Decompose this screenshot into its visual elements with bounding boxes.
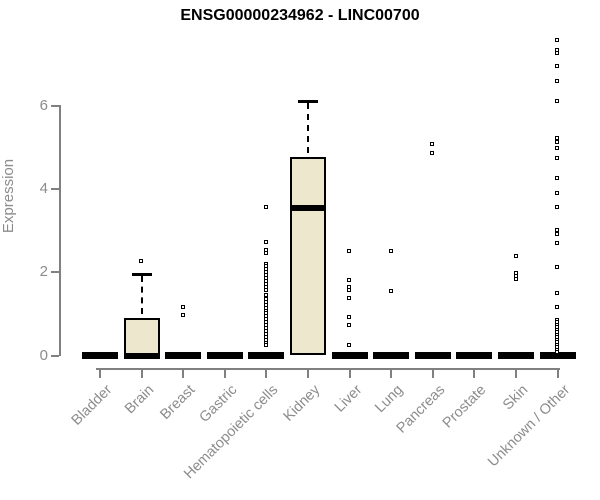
- outlier-point: [555, 305, 560, 310]
- outlier-point: [263, 251, 268, 256]
- outlier-point: [347, 295, 352, 300]
- x-axis-tick: [515, 368, 517, 378]
- x-axis-tick: [431, 368, 434, 378]
- outlier-point: [347, 343, 352, 348]
- box: [123, 317, 160, 356]
- x-axis-tick: [348, 368, 351, 378]
- outlier-point: [555, 78, 560, 83]
- outlier-point: [555, 240, 560, 245]
- median-line: [498, 352, 534, 359]
- x-axis-tick: [223, 368, 226, 378]
- outlier-point: [555, 155, 560, 160]
- outlier-point: [388, 249, 393, 254]
- outlier-point: [513, 253, 518, 258]
- median-line: [456, 352, 493, 359]
- outlier-point: [388, 288, 393, 293]
- y-tick-label: 0: [39, 346, 48, 364]
- outlier-point: [347, 323, 352, 328]
- median-line: [539, 352, 576, 359]
- outlier-point: [430, 151, 435, 156]
- outlier-point: [347, 287, 352, 292]
- median-line: [82, 352, 118, 359]
- x-axis-tick: [140, 368, 143, 378]
- x-axis-tick: [390, 368, 393, 378]
- whisker: [307, 103, 309, 153]
- outlier-point: [555, 50, 560, 55]
- median-line: [248, 352, 285, 359]
- x-axis-tick: [307, 368, 309, 378]
- outlier-point: [555, 290, 560, 295]
- median-line: [331, 352, 368, 359]
- x-axis-tick: [473, 368, 476, 378]
- y-axis-tick: [51, 188, 59, 191]
- outlier-point: [555, 205, 560, 210]
- whisker-cap: [298, 100, 318, 104]
- outlier-point: [513, 277, 518, 282]
- y-axis-tick: [51, 271, 59, 274]
- outlier-point: [263, 205, 268, 210]
- y-tick-label: 6: [39, 97, 48, 115]
- outlier-point: [555, 64, 560, 69]
- chart-title: ENSG00000234962 - LINC00700: [180, 7, 420, 24]
- whisker: [140, 276, 143, 314]
- whisker-cap: [131, 273, 152, 277]
- x-axis-tick: [556, 368, 559, 378]
- outlier-point: [347, 248, 352, 253]
- outlier-point: [430, 141, 435, 146]
- y-axis-tick: [51, 105, 59, 108]
- outlier-point: [555, 350, 560, 355]
- median-line: [414, 352, 451, 359]
- x-axis-tick: [99, 368, 101, 378]
- outlier-point: [555, 146, 560, 151]
- outlier-point: [263, 343, 268, 348]
- outlier-point: [555, 227, 560, 232]
- y-axis-tick: [51, 354, 59, 357]
- outlier-point: [555, 176, 560, 181]
- median-line: [165, 352, 202, 359]
- outlier-point: [139, 258, 144, 263]
- box: [290, 156, 326, 356]
- outlier-point: [555, 98, 560, 103]
- x-axis-line: [96, 368, 560, 370]
- median-line: [123, 352, 160, 359]
- median-line: [206, 352, 243, 359]
- median-line: [373, 352, 410, 359]
- outlier-point: [555, 38, 560, 43]
- outlier-point: [263, 292, 268, 297]
- y-tick-label: 4: [39, 180, 48, 198]
- outlier-point: [555, 190, 560, 195]
- x-axis-tick: [182, 368, 185, 378]
- outlier-point: [180, 305, 185, 310]
- outlier-point: [263, 239, 268, 244]
- outlier-point: [555, 136, 560, 141]
- outlier-point: [555, 264, 560, 269]
- outlier-point: [347, 277, 352, 282]
- y-axis-line: [59, 105, 61, 357]
- x-axis-tick: [265, 368, 268, 378]
- outlier-point: [555, 140, 560, 145]
- y-tick-label: 2: [39, 263, 48, 281]
- outlier-point: [347, 314, 352, 319]
- outlier-point: [555, 231, 560, 236]
- median-line: [290, 205, 326, 212]
- outlier-point: [263, 287, 268, 292]
- outlier-point: [180, 313, 185, 318]
